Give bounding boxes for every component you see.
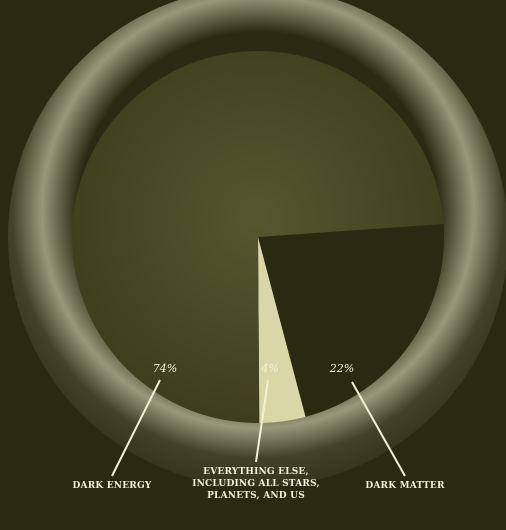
leader-line-dark-energy	[111, 379, 161, 477]
pie-slice-dark-matter	[258, 224, 445, 417]
value-label-everything-else: 4%	[260, 362, 278, 375]
slice-caption-dark-matter: DARK MATTER	[365, 481, 445, 491]
value-label-dark-energy: 74%	[153, 362, 177, 375]
value-label-dark-matter: 22%	[329, 362, 354, 375]
slice-caption-dark-energy: DARK ENERGY	[73, 481, 152, 491]
pie-slice-dark-energy	[72, 51, 444, 424]
leader-line-everything-else	[255, 379, 269, 463]
pie-slice-everything-else	[258, 237, 306, 423]
leader-line-dark-matter	[351, 381, 406, 477]
slice-caption-everything-else: EVERYTHING ELSE, INCLUDING ALL STARS, PLAN…	[192, 467, 320, 501]
